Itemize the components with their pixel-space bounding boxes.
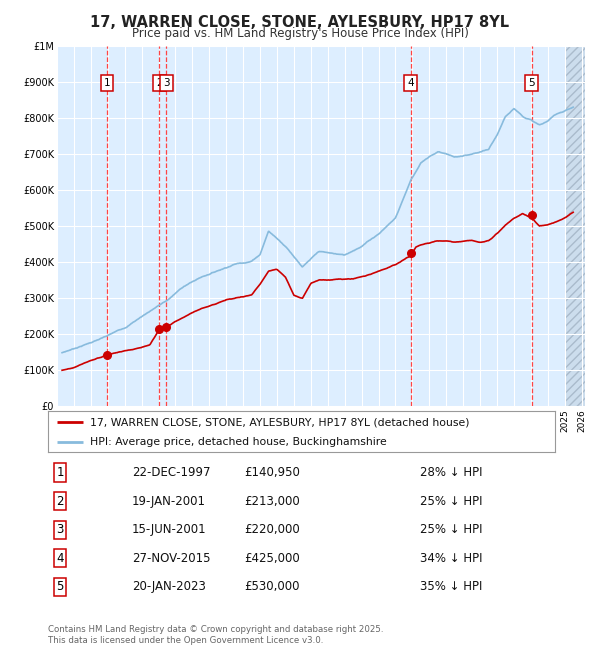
Text: £220,000: £220,000 bbox=[244, 523, 300, 536]
Text: 1: 1 bbox=[56, 466, 64, 479]
Text: 5: 5 bbox=[529, 79, 535, 88]
Text: 20-JAN-2023: 20-JAN-2023 bbox=[132, 580, 206, 593]
Text: 22-DEC-1997: 22-DEC-1997 bbox=[132, 466, 211, 479]
Text: 27-NOV-2015: 27-NOV-2015 bbox=[132, 552, 211, 565]
Text: 3: 3 bbox=[56, 523, 64, 536]
Text: 35% ↓ HPI: 35% ↓ HPI bbox=[420, 580, 482, 593]
Text: 25% ↓ HPI: 25% ↓ HPI bbox=[420, 523, 482, 536]
Text: 25% ↓ HPI: 25% ↓ HPI bbox=[420, 495, 482, 508]
Text: 15-JUN-2001: 15-JUN-2001 bbox=[132, 523, 206, 536]
Text: £425,000: £425,000 bbox=[244, 552, 300, 565]
Text: 17, WARREN CLOSE, STONE, AYLESBURY, HP17 8YL: 17, WARREN CLOSE, STONE, AYLESBURY, HP17… bbox=[91, 15, 509, 31]
Text: Contains HM Land Registry data © Crown copyright and database right 2025.
This d: Contains HM Land Registry data © Crown c… bbox=[48, 625, 383, 645]
Text: 2: 2 bbox=[56, 495, 64, 508]
Text: HPI: Average price, detached house, Buckinghamshire: HPI: Average price, detached house, Buck… bbox=[89, 437, 386, 447]
Text: 4: 4 bbox=[56, 552, 64, 565]
Text: £530,000: £530,000 bbox=[245, 580, 300, 593]
Text: £213,000: £213,000 bbox=[244, 495, 300, 508]
Text: £140,950: £140,950 bbox=[244, 466, 300, 479]
Text: 28% ↓ HPI: 28% ↓ HPI bbox=[420, 466, 482, 479]
Text: 4: 4 bbox=[407, 79, 414, 88]
Bar bbox=[565, 46, 585, 406]
Text: Price paid vs. HM Land Registry's House Price Index (HPI): Price paid vs. HM Land Registry's House … bbox=[131, 27, 469, 40]
Text: 5: 5 bbox=[56, 580, 64, 593]
Text: 34% ↓ HPI: 34% ↓ HPI bbox=[420, 552, 482, 565]
Text: 2: 2 bbox=[156, 79, 163, 88]
Text: 3: 3 bbox=[163, 79, 170, 88]
Text: 17, WARREN CLOSE, STONE, AYLESBURY, HP17 8YL (detached house): 17, WARREN CLOSE, STONE, AYLESBURY, HP17… bbox=[89, 417, 469, 427]
Text: 19-JAN-2001: 19-JAN-2001 bbox=[132, 495, 206, 508]
Text: 1: 1 bbox=[104, 79, 110, 88]
